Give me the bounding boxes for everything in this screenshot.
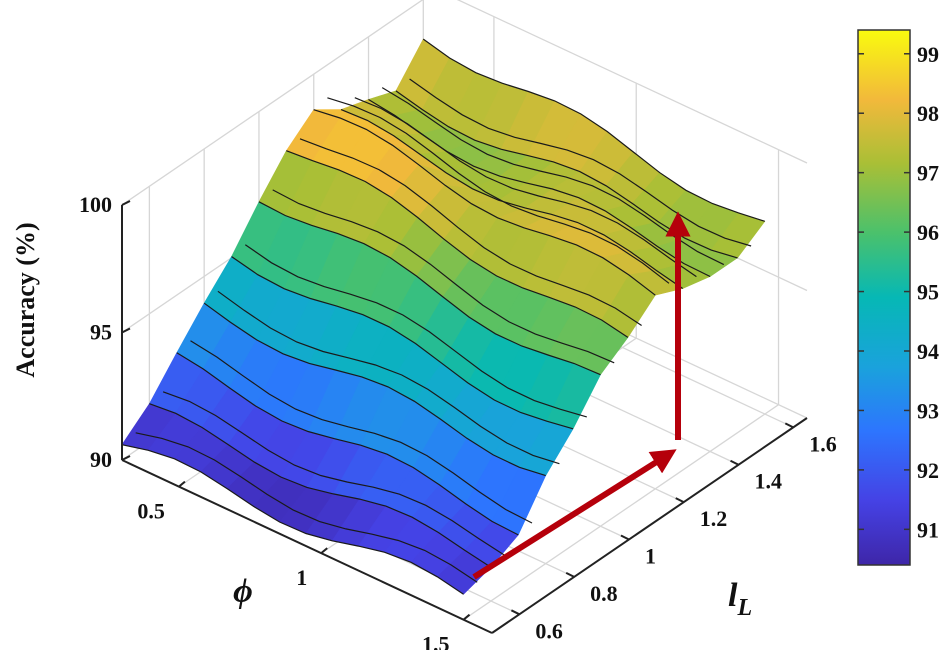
lL-tick-mark [675,497,685,504]
lL-tick-mark [784,422,794,429]
phi-tick-mark [178,480,186,488]
y-tick-label: 95 [90,320,112,345]
lL-tick-label: 0.8 [590,581,618,606]
lL-tick-label: 1.4 [755,469,783,494]
lL-axis-label-main: l [728,577,738,614]
phi-tick-label: 1.5 [422,632,450,650]
colorbar-gradient [857,29,911,566]
surface-contour [299,138,642,327]
surface-contour [203,302,546,477]
y-tick-mark [121,200,131,206]
surface-contour [121,444,464,595]
lL-tick-label: 1 [645,544,656,569]
lL-tick-label: 1.2 [700,506,728,531]
lL-tick-mark [620,534,630,541]
colorbar-ticks: 91 92 93 94 95 96 97 98 99 [858,42,939,542]
surface-contour [217,290,560,465]
colorbar-tick-label: 97 [917,161,939,186]
y-tick-label: 100 [79,192,112,217]
surface-contour [162,391,505,556]
y-axis-ticks: 90 95 100 [79,192,131,472]
colorbar-tick-label: 94 [917,339,939,364]
lL-axis-ticks: 0.6 0.8 1 1.2 1.4 1.6 [510,422,837,643]
surface-contour [258,201,601,376]
lL-tick-mark [730,459,739,466]
colorbar-tick-label: 98 [917,101,939,126]
phi-tick-label: 1 [296,565,307,590]
lL-tick-label: 1.6 [809,431,837,456]
surface-contour [340,109,684,289]
surface-contour [272,189,615,364]
accuracy-surface [121,38,766,595]
surface-contour [327,97,670,284]
lL-tick-label: 0.6 [535,618,563,643]
phi-tick-mark [320,547,328,554]
lL-tick-mark [510,609,520,616]
y-tick-mark [121,455,131,461]
colorbar-tick-label: 91 [917,517,939,542]
phi-axis-ticks: 0.5 1 1.5 [137,480,471,650]
phi-axis-label: ϕ [233,573,253,610]
phi-tick-mark [462,613,471,621]
surface-contour [422,38,765,222]
surface-contour [368,98,711,278]
surface-contour [149,403,492,568]
y-tick-label: 90 [90,447,112,472]
lL-tick-mark [565,572,575,578]
lL-axis-label-sub: L [736,595,752,621]
y-tick-mark [121,327,131,334]
surface-contour [176,352,519,536]
colorbar-tick-label: 95 [917,280,939,305]
phi-tick-label: 0.5 [137,499,165,524]
surface-contour [409,78,752,247]
surface-contour [135,432,478,583]
surface-contour [231,256,574,430]
surface-contour [244,244,587,418]
annotation-arrow-lL [472,449,677,580]
surface-contour [190,340,533,524]
surface-contour [313,109,656,296]
y-axis-label: Accuracy (%) [11,222,40,377]
colorbar-tick-label: 99 [917,42,939,67]
colorbar-tick-label: 92 [917,458,939,483]
colorbar-tick-label: 93 [917,398,939,423]
colorbar-tick-label: 96 [917,220,939,245]
lL-axis-label: lL [728,577,752,621]
surface-contour [286,150,629,338]
colorbar: 91 92 93 94 95 96 97 98 99 [857,29,939,566]
